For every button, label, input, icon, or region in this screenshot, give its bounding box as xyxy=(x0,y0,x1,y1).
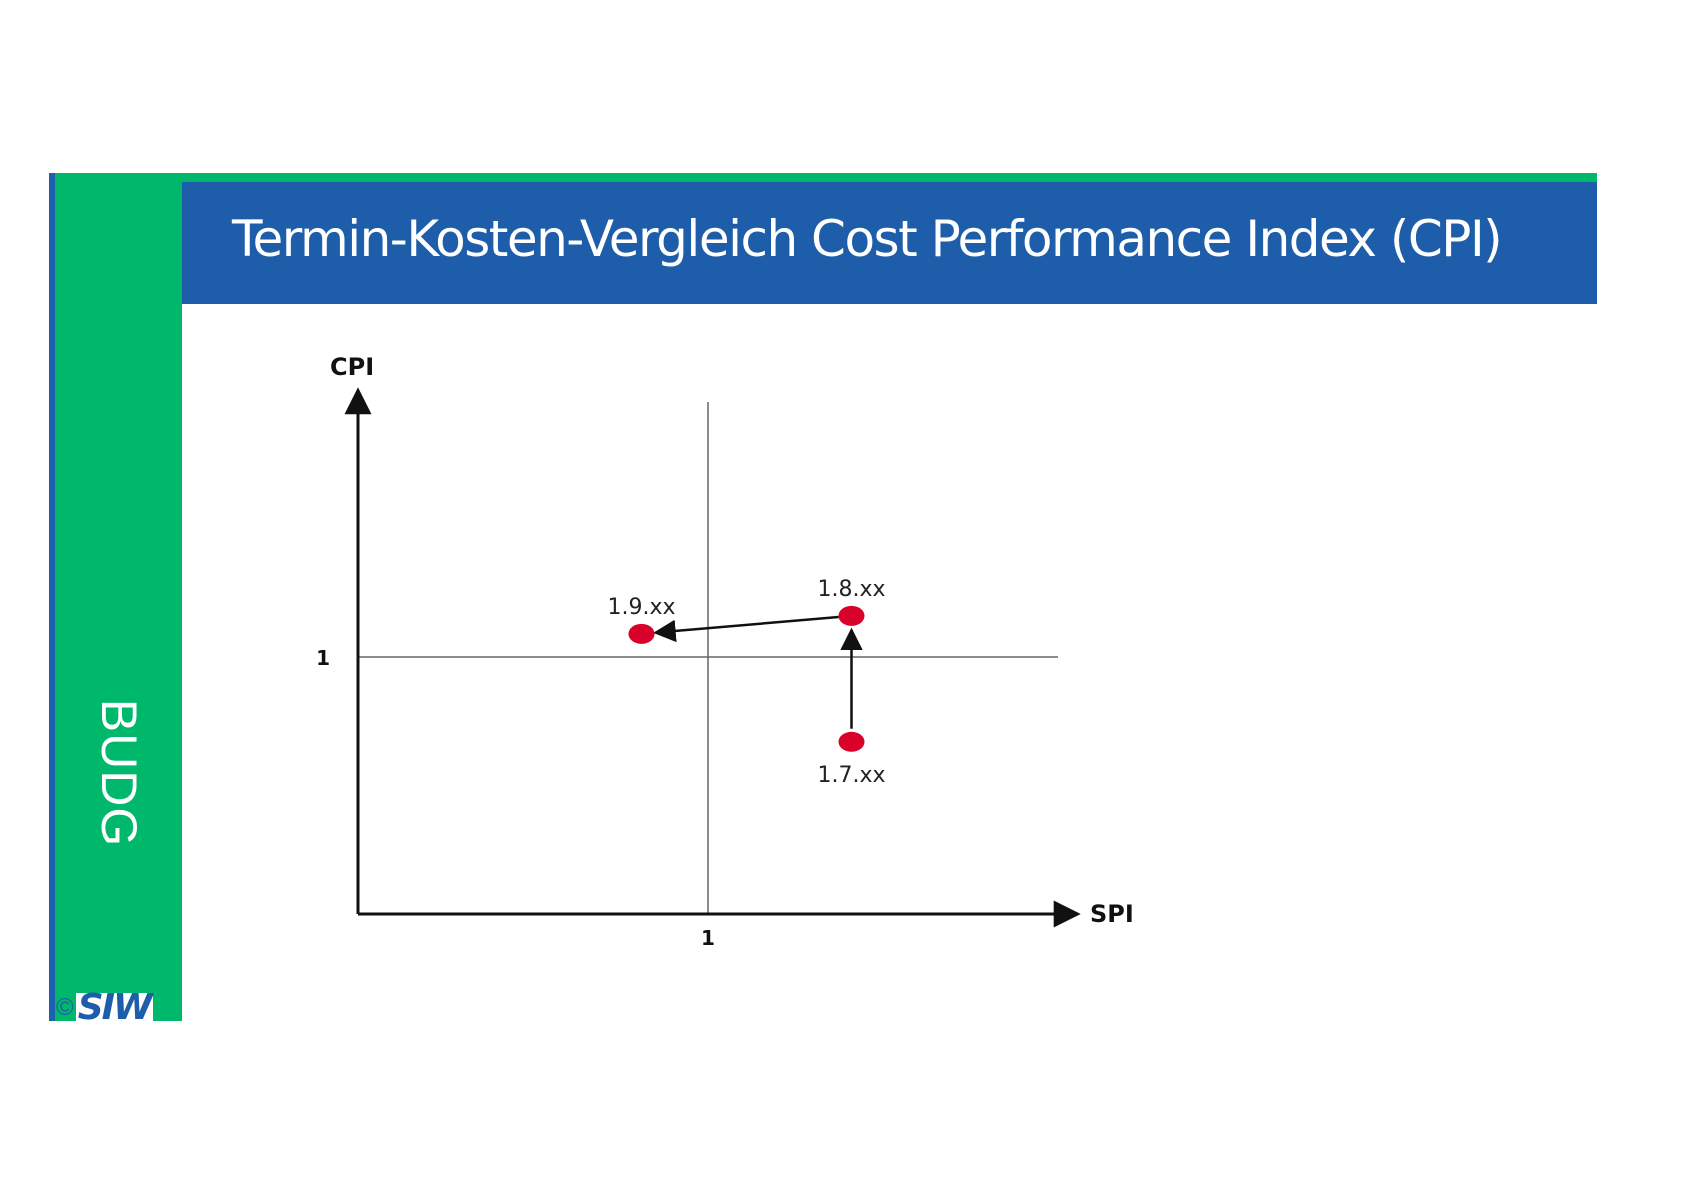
data-point xyxy=(838,731,865,752)
sidebar: BUDG xyxy=(49,173,182,1021)
data-point-label: 1.8.xx xyxy=(817,577,885,602)
copyright-symbol: © xyxy=(56,994,74,1021)
x-axis-title: SPI xyxy=(1090,900,1134,928)
data-point-label: 1.7.xx xyxy=(817,763,885,788)
page-title: Termin-Kosten-Vergleich Cost Performance… xyxy=(232,210,1503,268)
siw-logo: SIW xyxy=(75,987,153,1028)
y-axis-title: CPI xyxy=(330,353,374,381)
y-tick-label: 1 xyxy=(316,646,330,670)
trajectory-arrow xyxy=(653,615,839,643)
logo: © SIW xyxy=(56,987,182,1028)
data-point xyxy=(628,623,655,644)
header: Termin-Kosten-Vergleich Cost Performance… xyxy=(182,182,1597,304)
x-tick-label: 1 xyxy=(701,926,715,950)
data-point xyxy=(838,605,865,626)
data-point-label: 1.9.xx xyxy=(607,595,675,620)
top-rule xyxy=(182,173,1597,182)
